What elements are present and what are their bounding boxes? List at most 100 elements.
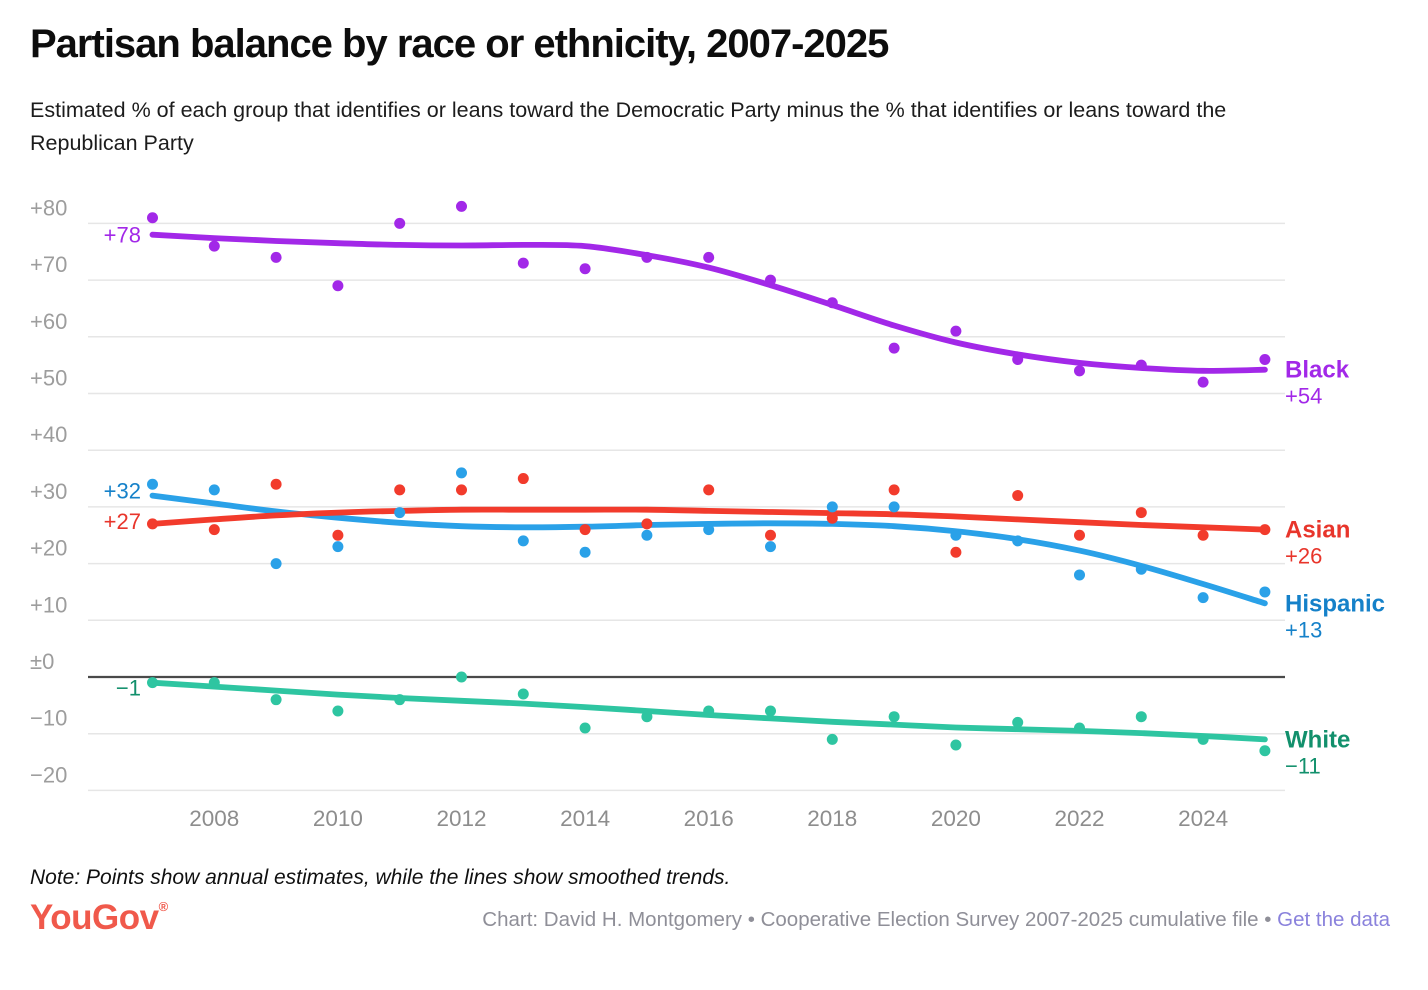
series-name-label-asian: Asian [1285, 517, 1350, 544]
point-black-2011 [394, 217, 406, 229]
gridlines: +80 +70 +60 +50 +40 +30 +20 +10 ±0 −10 −20 [30, 195, 1285, 792]
point-black-2016 [703, 251, 715, 263]
point-hispanic-2014 [579, 546, 591, 558]
point-black-2008 [208, 240, 220, 252]
point-white-2019 [888, 711, 900, 723]
point-black-2013 [517, 257, 529, 269]
y-axis-tick-label: −20 [30, 762, 67, 787]
point-hispanic-2011 [394, 507, 406, 519]
point-black-2009 [270, 251, 282, 263]
point-asian-2017 [765, 529, 776, 541]
get-the-data-link[interactable]: Get the data [1277, 908, 1390, 931]
point-hispanic-2018 [826, 501, 838, 513]
point-hispanic-2013 [517, 535, 529, 547]
point-hispanic-2019 [888, 501, 900, 513]
chart-note: Note: Points show annual estimates, whil… [30, 866, 731, 889]
point-hispanic-2022 [1074, 569, 1085, 581]
point-asian-2013 [517, 473, 529, 485]
point-asian-2019 [888, 484, 900, 496]
end-value-label-white: −11 [1285, 753, 1321, 778]
series-name-label-black: Black [1285, 357, 1350, 384]
point-black-2010 [332, 280, 344, 292]
point-black-2012 [456, 200, 467, 212]
point-white-2011 [394, 694, 406, 706]
y-axis-tick-label: +30 [30, 479, 67, 504]
end-value-label-asian: +26 [1285, 544, 1322, 569]
point-white-2010 [332, 705, 344, 717]
y-axis-tick-label: −10 [30, 706, 67, 731]
point-asian-2024 [1197, 529, 1209, 541]
point-hispanic-2016 [703, 524, 715, 536]
y-axis-tick-label: ±0 [30, 649, 54, 674]
yougov-logo: YouGov® [30, 898, 168, 938]
point-white-2014 [579, 722, 591, 734]
point-hispanic-2010 [332, 541, 344, 553]
point-white-2024 [1197, 733, 1209, 745]
point-black-2017 [765, 274, 776, 286]
y-axis-tick-label: +50 [30, 366, 67, 391]
x-axis-tick-label: 2010 [313, 806, 363, 831]
point-hispanic-2020 [950, 529, 962, 541]
end-value-label-hispanic: +13 [1285, 617, 1322, 642]
point-hispanic-2015 [641, 529, 653, 541]
end-value-label-black: +54 [1285, 384, 1322, 409]
point-asian-2008 [208, 524, 220, 536]
series-name-label-hispanic: Hispanic [1285, 590, 1385, 617]
point-black-2020 [950, 325, 962, 337]
point-black-2025 [1259, 353, 1271, 365]
point-black-2015 [641, 251, 653, 263]
point-hispanic-2024 [1197, 592, 1209, 604]
credit-text: Chart: David H. Montgomery • Cooperative… [482, 908, 1278, 931]
point-hispanic-2021 [1012, 535, 1024, 547]
point-asian-2020 [950, 546, 962, 558]
start-value-label-hispanic: +32 [104, 479, 141, 504]
annual-estimate-points [147, 200, 1271, 757]
trend-line-hispanic [149, 492, 1268, 607]
point-asian-2023 [1135, 507, 1147, 519]
point-asian-2010 [332, 529, 344, 541]
series-name-label-white: White [1285, 726, 1350, 753]
page-title: Partisan balance by race or ethnicity, 2… [30, 22, 889, 66]
point-white-2013 [517, 688, 529, 700]
registered-trademark-mark: ® [158, 899, 169, 914]
point-hispanic-2017 [765, 541, 776, 553]
trend-line-asian [149, 506, 1268, 533]
point-asian-2022 [1074, 529, 1085, 541]
point-asian-2021 [1012, 490, 1024, 502]
point-asian-2009 [270, 478, 282, 490]
point-hispanic-2023 [1135, 563, 1147, 575]
point-white-2016 [703, 705, 715, 717]
point-white-2015 [641, 711, 653, 723]
point-black-2021 [1012, 353, 1024, 365]
point-asian-2025 [1259, 524, 1271, 536]
point-asian-2011 [394, 484, 406, 496]
point-white-2018 [826, 733, 838, 745]
point-white-2025 [1259, 745, 1271, 757]
start-value-label-white: −1 [116, 676, 141, 701]
start-value-label-asian: +27 [104, 509, 141, 534]
point-black-2014 [579, 263, 591, 275]
x-axis-tick-label: 2024 [1178, 806, 1228, 831]
x-axis-tick-label: 2020 [931, 806, 981, 831]
series-labels: +78 Black+54 +32 Hispanic+13 +27 Asian+26 −1 Wh… [104, 223, 1385, 779]
point-hispanic-2025 [1259, 586, 1271, 598]
point-white-2008 [208, 677, 220, 689]
point-asian-2012 [456, 484, 467, 496]
point-white-2009 [270, 694, 282, 706]
point-black-2022 [1074, 365, 1085, 377]
point-white-2020 [950, 739, 962, 751]
y-axis-tick-label: +20 [30, 536, 67, 561]
start-value-label-black: +78 [104, 223, 141, 248]
point-black-2007 [147, 212, 158, 224]
point-hispanic-2008 [208, 484, 220, 496]
point-black-2018 [826, 297, 838, 309]
point-white-2022 [1074, 722, 1085, 734]
x-axis-tick-label: 2008 [189, 806, 239, 831]
point-white-2012 [456, 671, 467, 683]
x-axis: 2008 2010 2012 2014 2016 2018 2020 2022 2024 [189, 806, 1228, 831]
x-axis-tick-label: 2016 [684, 806, 734, 831]
y-axis-tick-label: +10 [30, 592, 67, 617]
point-hispanic-2007 [147, 478, 158, 490]
